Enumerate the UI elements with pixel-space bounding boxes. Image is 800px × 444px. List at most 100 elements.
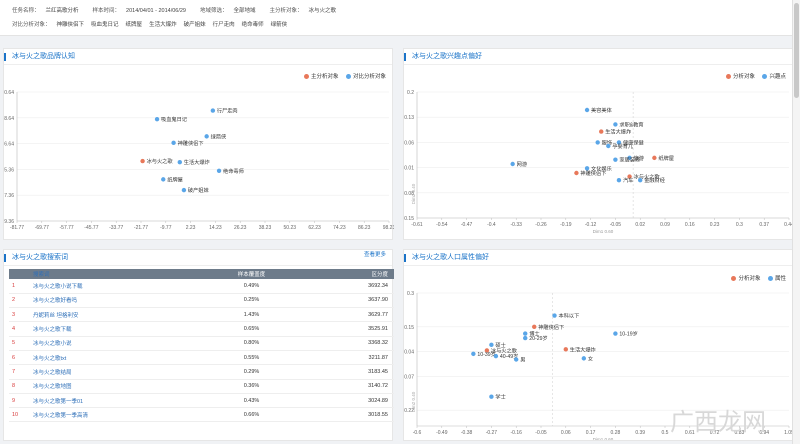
- distinction-value: 3024.89: [299, 393, 394, 409]
- distinction-value: 3183.45: [299, 364, 394, 380]
- x-tick-label: 0.5: [662, 430, 669, 436]
- search-keyword-link[interactable]: 冰与火之歌下载: [29, 321, 204, 337]
- legend-main[interactable]: 主分析对象: [310, 74, 339, 80]
- x-tick-label: 86.23: [358, 225, 371, 231]
- watermark: 广西龙网: [670, 408, 766, 436]
- header-keyword[interactable]: 搜索词: [33, 272, 50, 278]
- legend-compare[interactable]: 对比分析对象: [352, 74, 386, 80]
- data-point: [613, 157, 618, 162]
- data-point: [552, 313, 557, 318]
- search-keyword-link[interactable]: 冰与火之歌地图: [29, 379, 204, 394]
- main-dot-icon: [725, 73, 731, 79]
- data-point: [523, 331, 528, 336]
- compare-object-tag[interactable]: 纸牌屋: [125, 22, 143, 28]
- data-point: [493, 353, 499, 359]
- header-distinction[interactable]: 区分度: [371, 272, 388, 278]
- data-point: [171, 140, 176, 146]
- distinction-value: 3368.32: [299, 336, 394, 351]
- x-tick-label: 0.44: [784, 222, 794, 228]
- table-row[interactable]: 4 冰与火之歌下载 0.65% 3525.91: [9, 321, 394, 337]
- table-row[interactable]: 1 冰与火之歌小说下载 0.49% 3692.34: [9, 279, 394, 294]
- y-tick-label: -0.07: [404, 374, 414, 380]
- vertical-scrollbar[interactable]: [792, 0, 800, 444]
- coverage-value: 0.49%: [204, 279, 299, 294]
- x-tick-label: -69.77: [35, 225, 49, 231]
- table-row[interactable]: 7 冰与火之歌结局 0.29% 3183.45: [9, 364, 394, 380]
- x-tick-label: 26.23: [234, 225, 247, 231]
- search-keyword-link[interactable]: 冰与火之歌txt: [29, 350, 204, 366]
- compare-object-tag[interactable]: 吸血鬼日记: [91, 22, 119, 28]
- table-row[interactable]: 6 冰与火之歌txt 0.55% 3211.87: [9, 350, 394, 366]
- compare-object-tag[interactable]: 绝命毒师: [241, 22, 264, 28]
- filter-value[interactable]: 全部地域: [233, 8, 256, 14]
- compare-object-tag[interactable]: 破产姐妹: [183, 22, 206, 28]
- data-point-label: 女: [588, 354, 593, 362]
- data-point: [627, 155, 632, 161]
- row-index: 8: [9, 379, 29, 394]
- scrollbar-thumb[interactable]: [794, 3, 799, 98]
- interest-panel-title: 冰与火之歌兴趣点偏好: [404, 49, 792, 65]
- data-point-label: 40-49岁: [500, 352, 518, 360]
- data-point-label: 10-39岁: [477, 350, 495, 358]
- x-axis-label: Dim1 0.60: [593, 437, 614, 440]
- interest-scatter-chart: 0.2 0.13 0.06 -0.01 -0.08 -0.15-0.61 -0.54 -0.4…: [404, 90, 794, 234]
- more-link[interactable]: 查看更多: [363, 252, 386, 258]
- data-point-label: 绝命毒师: [223, 167, 244, 175]
- x-tick-label: -0.54: [436, 222, 448, 228]
- demographic-panel: 冰与火之歌人口属性偏好 分析对象 属性 0.3 0.15 0.04 -0.07 -0.2…: [403, 249, 794, 441]
- search-keyword-link[interactable]: 冰与火之歌第一季01: [29, 393, 204, 409]
- coverage-value: 0.25%: [204, 293, 299, 309]
- data-point-label: 冰与火之歌: [634, 173, 661, 181]
- y-tick-label: 18.64: [4, 116, 14, 122]
- search-keyword-link[interactable]: 冰与火之歌第一季高清: [29, 407, 204, 423]
- table-row[interactable]: 3 丹妮莉丝 坦格利安 1.43% 3629.77: [9, 307, 394, 323]
- data-point-label: 服饰: [602, 138, 612, 146]
- search-keyword-link[interactable]: 冰与火之歌小说下载: [29, 279, 204, 294]
- x-tick-label: -0.6: [413, 430, 422, 436]
- data-point: [154, 116, 160, 122]
- y-tick-label: -29.36: [4, 219, 14, 225]
- x-tick-label: 0.09: [660, 222, 670, 228]
- coverage-value: 0.29%: [204, 364, 299, 380]
- data-point: [584, 166, 590, 171]
- table-row[interactable]: 10 冰与火之歌第一季高清 0.66% 3018.55: [9, 407, 394, 423]
- legend-compare[interactable]: 兴趣点: [769, 74, 786, 80]
- filter-value[interactable]: 冰与火之歌: [308, 8, 337, 14]
- filter-value[interactable]: 2014/04/01 - 2014/06/29: [126, 8, 186, 14]
- coverage-value: 0.36%: [204, 379, 299, 394]
- table-row[interactable]: 8 冰与火之歌地图 0.36% 3140.72: [9, 379, 394, 394]
- data-point-label: 吸血鬼日记: [161, 115, 187, 123]
- data-point: [532, 324, 537, 330]
- data-point-label: 绿箭侠: [211, 132, 227, 140]
- compare-object-tag[interactable]: 生活大爆炸: [149, 22, 177, 28]
- search-keyword-link[interactable]: 冰与火之歌小说: [29, 336, 204, 351]
- search-keyword-link[interactable]: 冰与火之歌好看吗: [29, 293, 204, 309]
- y-tick-label: -0.22: [404, 408, 414, 414]
- distinction-value: 3140.72: [299, 379, 394, 394]
- data-point-label: 行尸走肉: [217, 107, 238, 115]
- row-index: 4: [9, 321, 29, 337]
- table-row[interactable]: 9 冰与火之歌第一季01 0.43% 3024.89: [9, 393, 394, 409]
- legend-main[interactable]: 分析对象: [732, 74, 755, 80]
- filter-value[interactable]: 兰红高歌分析: [45, 8, 79, 14]
- data-point-label: 纸牌屋: [167, 175, 183, 183]
- data-point: [613, 122, 618, 127]
- x-tick-label: -0.47: [461, 222, 473, 228]
- search-keyword-link[interactable]: 丹妮莉丝 坦格利安: [29, 307, 204, 323]
- compare-object-tag[interactable]: 神雕侠侣下: [56, 22, 85, 28]
- search-keyword-link[interactable]: 冰与火之歌结局: [29, 364, 204, 380]
- y-tick-label: -17.36: [4, 193, 14, 199]
- coverage-value: 0.66%: [204, 407, 299, 423]
- table-row[interactable]: 5 冰与火之歌小说 0.80% 3368.32: [9, 336, 394, 351]
- legend-main[interactable]: 分析对象: [738, 276, 761, 282]
- coverage-value: 0.43%: [204, 393, 299, 409]
- legend-compare[interactable]: 属性: [774, 276, 786, 282]
- compare-object-tag[interactable]: 行尸走肉: [212, 22, 235, 28]
- header-coverage[interactable]: 样本覆盖度: [237, 272, 266, 278]
- table-row[interactable]: 2 冰与火之歌好看吗 0.25% 3637.90: [9, 293, 394, 309]
- demographic-panel-title: 冰与火之歌人口属性偏好: [404, 250, 792, 266]
- x-tick-label: -0.16: [510, 430, 522, 436]
- main-dot-icon: [303, 73, 309, 79]
- distinction-value: 3525.91: [299, 321, 394, 337]
- compare-object-tag[interactable]: 绿箭侠: [270, 22, 288, 28]
